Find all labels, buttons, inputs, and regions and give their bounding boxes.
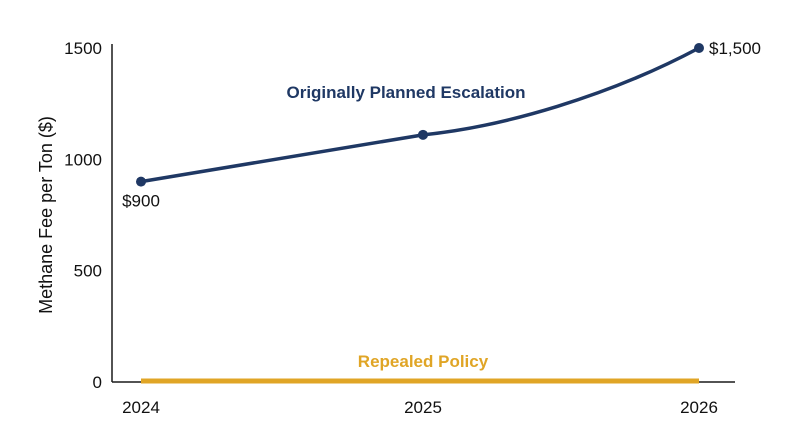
- y-tick-label: 1500: [64, 39, 102, 58]
- y-tick-labels: 0 500 1000 1500: [64, 39, 102, 392]
- series-label-repealed-policy: Repealed Policy: [358, 352, 489, 371]
- series-label-planned-escalation: Originally Planned Escalation: [286, 83, 525, 102]
- y-axis-label: Methane Fee per Ton ($): [36, 116, 56, 314]
- data-label: $1,500: [709, 39, 761, 58]
- series-line-planned-escalation: [140, 46, 700, 184]
- series-layer: Repealed Policy Originally Planned Escala…: [122, 39, 761, 384]
- y-tick-label: 1000: [64, 150, 102, 169]
- data-point-planned-escalation: [418, 129, 428, 140]
- y-tick-label: 0: [93, 373, 102, 392]
- data-point-planned-escalation: [694, 43, 704, 53]
- data-point-planned-escalation: [136, 176, 146, 187]
- data-label: $900: [122, 192, 160, 211]
- y-tick-label: 500: [74, 262, 102, 281]
- x-tick-label: 2024: [122, 398, 160, 417]
- x-tick-label: 2025: [404, 398, 442, 417]
- x-tick-label: 2026: [680, 398, 718, 417]
- x-tick-labels: 2024 2025 2026: [122, 398, 718, 417]
